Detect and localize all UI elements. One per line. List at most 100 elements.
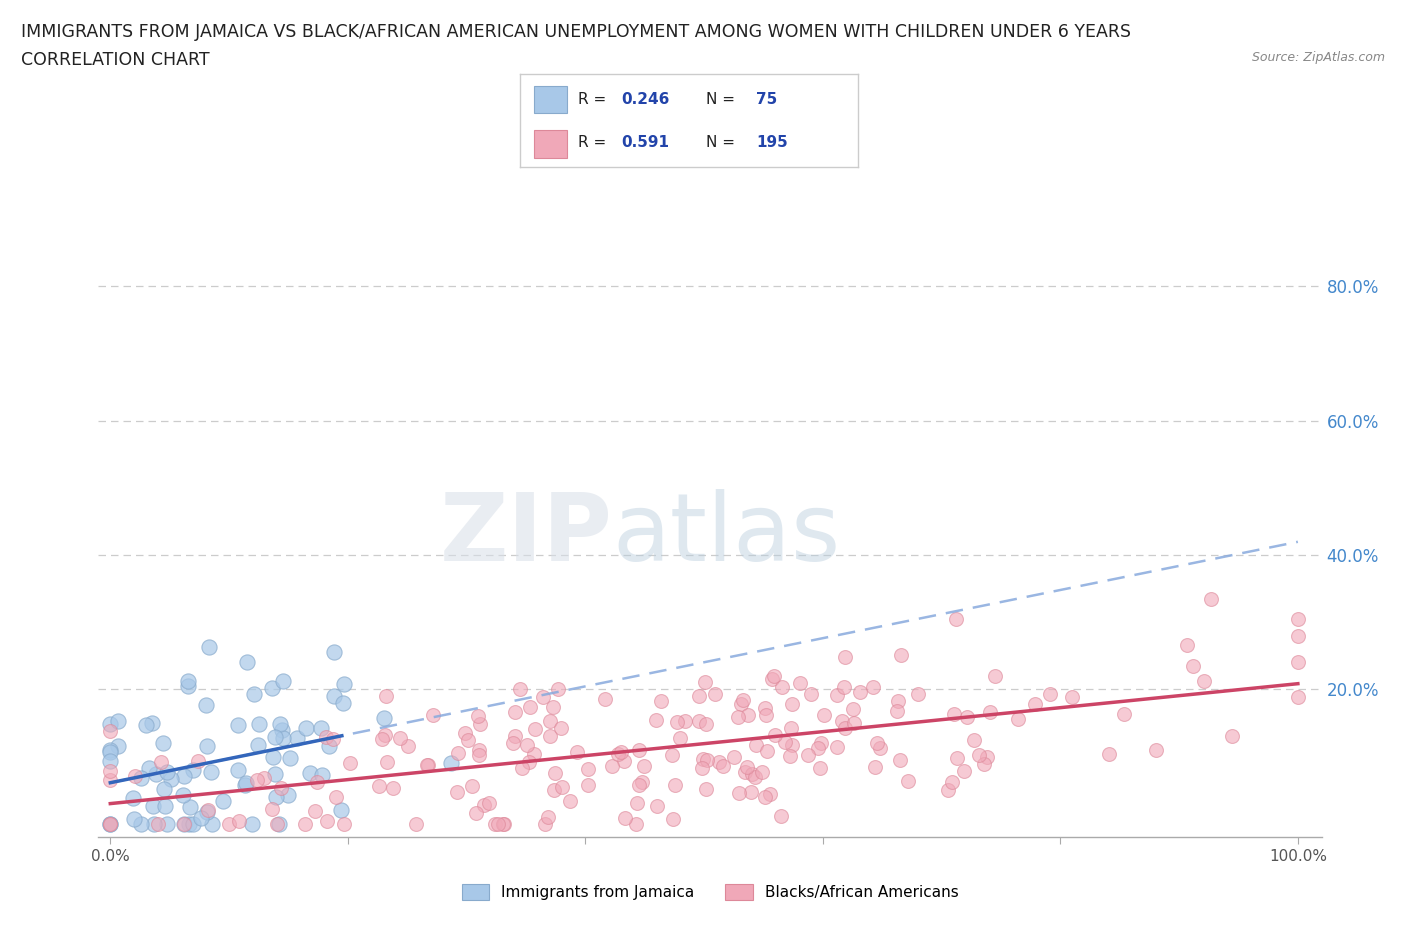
Point: [664, 777, 686, 792]
Point: [1286, 612, 1309, 627]
Point: [945, 751, 967, 765]
Point: [707, 754, 730, 769]
Point: [558, 794, 581, 809]
Point: [789, 675, 811, 690]
Point: [447, 746, 470, 761]
Point: [1007, 711, 1029, 726]
Point: [135, 717, 157, 732]
Point: [332, 696, 354, 711]
Point: [576, 762, 599, 777]
Point: [247, 716, 270, 731]
Point: [141, 715, 163, 730]
Text: atlas: atlas: [612, 489, 841, 580]
Point: [662, 812, 685, 827]
Point: [309, 721, 332, 736]
Point: [531, 689, 554, 704]
Point: [197, 803, 219, 817]
Point: [262, 750, 284, 764]
Point: [952, 764, 974, 779]
Point: [195, 804, 218, 819]
Point: [887, 694, 910, 709]
Point: [266, 817, 288, 831]
Point: [543, 782, 565, 797]
Point: [218, 817, 240, 831]
Point: [98, 764, 121, 779]
Point: [745, 737, 768, 752]
Bar: [534, 86, 568, 113]
Point: [696, 752, 718, 767]
Point: [173, 817, 195, 831]
Text: 75: 75: [756, 92, 778, 107]
Point: [1286, 655, 1309, 670]
Point: [808, 761, 831, 776]
Point: [600, 759, 623, 774]
Point: [825, 687, 848, 702]
Point: [956, 710, 979, 724]
Point: [969, 747, 991, 762]
Point: [177, 817, 200, 831]
Point: [869, 740, 891, 755]
Point: [107, 714, 129, 729]
Point: [129, 817, 152, 831]
Point: [983, 669, 1005, 684]
Point: [688, 713, 710, 728]
Point: [374, 728, 396, 743]
Point: [695, 716, 717, 731]
Point: [519, 699, 541, 714]
Point: [333, 817, 356, 831]
Point: [780, 721, 803, 736]
Point: [551, 780, 574, 795]
Point: [695, 781, 717, 796]
Point: [1062, 689, 1084, 704]
Point: [159, 771, 181, 786]
Point: [98, 717, 121, 732]
Point: [246, 773, 269, 788]
Point: [368, 778, 391, 793]
Point: [467, 742, 489, 757]
Text: N =: N =: [706, 92, 740, 107]
Bar: [534, 130, 568, 158]
Point: [537, 810, 560, 825]
Point: [807, 741, 830, 756]
Point: [148, 817, 170, 831]
Point: [107, 738, 129, 753]
Point: [1175, 638, 1198, 653]
Point: [1024, 697, 1046, 711]
Point: [690, 761, 713, 776]
Point: [1286, 629, 1309, 644]
Point: [849, 684, 872, 699]
Point: [613, 811, 636, 826]
Point: [323, 644, 346, 659]
Point: [666, 714, 689, 729]
Text: ZIP: ZIP: [439, 489, 612, 580]
Point: [523, 722, 546, 737]
Point: [396, 738, 419, 753]
Point: [181, 817, 204, 831]
Point: [505, 705, 527, 720]
Point: [516, 737, 538, 752]
Point: [323, 688, 346, 703]
Point: [457, 733, 479, 748]
Point: [1192, 673, 1215, 688]
Point: [941, 775, 963, 790]
Point: [278, 751, 301, 765]
Point: [734, 764, 756, 779]
Point: [593, 692, 616, 707]
Point: [780, 737, 803, 752]
Point: [626, 796, 648, 811]
Point: [627, 743, 650, 758]
Point: [692, 751, 714, 766]
Point: [389, 731, 412, 746]
Point: [98, 724, 121, 738]
Point: [538, 728, 561, 743]
Point: [177, 673, 200, 688]
Point: [886, 704, 908, 719]
Point: [1199, 591, 1222, 606]
Point: [486, 817, 509, 831]
Point: [773, 735, 796, 750]
Point: [155, 817, 177, 831]
Point: [246, 737, 269, 752]
Point: [770, 680, 793, 695]
Point: [405, 817, 427, 831]
Point: [502, 736, 524, 751]
